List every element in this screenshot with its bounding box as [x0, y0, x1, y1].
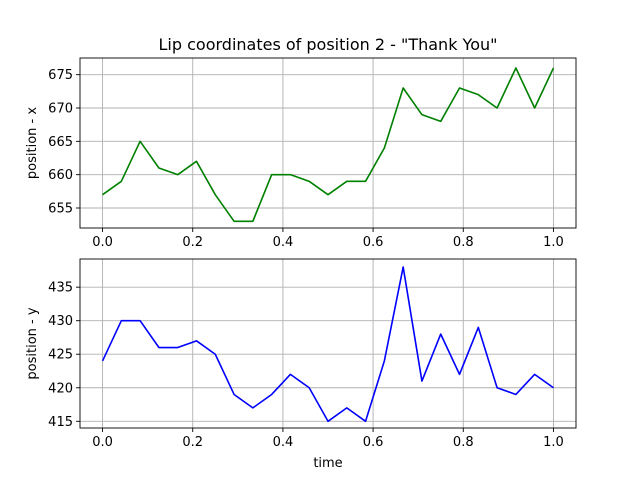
top-y-tick-label: 660 — [48, 168, 73, 183]
bottom-series-line — [101, 266, 554, 423]
top-y-tick-label: 665 — [48, 135, 73, 150]
top-x-tick-label: 0.4 — [273, 235, 294, 250]
bottom-x-tick-label: 1.0 — [543, 435, 564, 450]
bottom-y-tick-label: 425 — [48, 348, 73, 363]
bottom-x-tick-label: 0.6 — [363, 435, 384, 450]
top-y-axis-label: position - x — [25, 107, 40, 179]
chart-title: Lip coordinates of position 2 - "Thank Y… — [159, 35, 498, 54]
bottom-x-tick-label: 0.2 — [182, 435, 203, 450]
bottom-y-tick-label: 415 — [48, 415, 73, 430]
top-y-tick-label: 675 — [48, 68, 73, 83]
bottom-y-tick-label: 420 — [48, 381, 73, 396]
bottom-x-tick-label: 0.4 — [273, 435, 294, 450]
bottom-y-tick-label: 430 — [48, 314, 73, 329]
top-x-tick-label: 0.8 — [453, 235, 474, 250]
top-x-tick-label: 1.0 — [543, 235, 564, 250]
top-x-tick-label: 0.2 — [182, 235, 203, 250]
bottom-subplot-position-y: 0.0 0.2 0.4 0.6 0.8 1.0 415 420 425 430 435 positio… — [25, 258, 577, 471]
top-y-tick-label: 655 — [48, 202, 73, 217]
top-subplot-position-x: 0.0 0.2 0.4 0.6 0.8 1.0 655 660 665 670 675 positio… — [25, 57, 577, 250]
bottom-x-tick-label: 0.8 — [453, 435, 474, 450]
top-series-line — [102, 67, 555, 223]
top-x-tick-label: 0.0 — [92, 235, 113, 250]
top-axes-frame — [79, 57, 577, 229]
bottom-y-axis-label: position - y — [25, 307, 40, 379]
top-y-tick-label: 670 — [48, 102, 73, 117]
top-x-tick-label: 0.6 — [363, 235, 384, 250]
bottom-x-axis-label: time — [313, 456, 342, 471]
bottom-y-tick-label: 435 — [48, 281, 73, 296]
bottom-axes-frame — [79, 258, 577, 429]
bottom-x-tick-label: 0.0 — [92, 435, 113, 450]
